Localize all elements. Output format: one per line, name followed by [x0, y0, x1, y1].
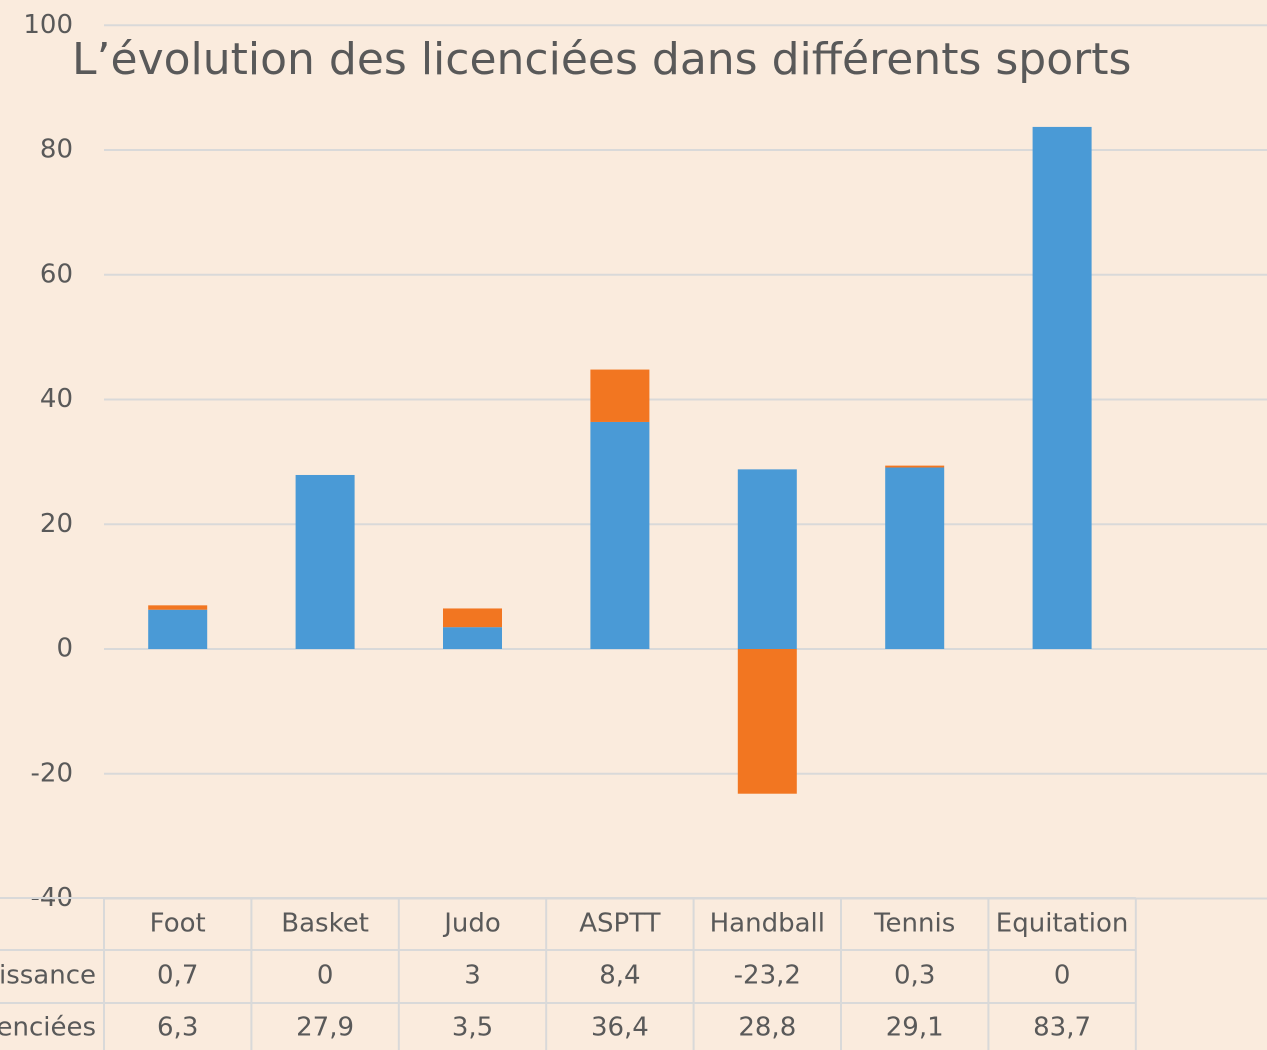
bar-segment: [148, 605, 208, 610]
table-value: 83,7: [1033, 1013, 1091, 1043]
bar-segment: [590, 421, 650, 649]
x-tick-label: Handball: [710, 909, 825, 939]
table-value: 0,7: [157, 961, 198, 991]
table-value: 3: [464, 961, 481, 991]
table-value: 28,8: [738, 1013, 796, 1043]
bar-segment: [737, 469, 797, 649]
table-value: 27,9: [296, 1013, 354, 1043]
bar-segment: [295, 474, 355, 649]
table-value: 3,5: [452, 1013, 493, 1043]
table-value: 8,4: [599, 961, 640, 991]
x-tick-label: Judo: [442, 909, 501, 939]
bars: [148, 126, 1092, 794]
y-tick-label: 40: [40, 384, 73, 414]
bar-segment: [1032, 126, 1092, 649]
x-tick-label: ASPTT: [579, 909, 660, 939]
bar-segment: [443, 627, 502, 649]
table-value: 0: [317, 961, 334, 991]
bar-segment: [148, 609, 208, 649]
y-tick-label: 20: [40, 509, 73, 539]
table-value: 0,3: [894, 961, 935, 991]
chart-title: L’évolution des licenciées dans différen…: [72, 34, 1131, 85]
x-tick-label: Foot: [150, 909, 206, 939]
legend-entry: enciées: [0, 1013, 96, 1043]
table-value: -23,2: [734, 961, 801, 991]
bar-segment: [737, 649, 797, 794]
legend-entry: issance: [0, 961, 96, 991]
bar-segment: [590, 369, 650, 422]
table-value: 36,4: [591, 1013, 649, 1043]
y-tick-label: 60: [40, 259, 73, 289]
x-tick-label: Basket: [281, 909, 369, 939]
y-tick-label: -20: [31, 758, 73, 788]
bar-segment: [885, 465, 945, 468]
bar-segment: [443, 608, 502, 628]
table-value: 6,3: [157, 1013, 198, 1043]
table-value: 29,1: [886, 1013, 944, 1043]
y-tick-label: 0: [56, 634, 73, 664]
x-tick-label: Tennis: [873, 909, 955, 939]
data-table: Foot 0,7 6,3 Basket 0 27,9 Judo 3 3,5 ASPTT 8,4 36,…: [0, 897, 1137, 1050]
table-value: 0: [1054, 961, 1071, 991]
x-tick-label: Equitation: [996, 909, 1129, 939]
bar-segment: [885, 467, 945, 649]
y-tick-label: 80: [40, 135, 73, 165]
y-tick-label: 100: [23, 10, 73, 40]
